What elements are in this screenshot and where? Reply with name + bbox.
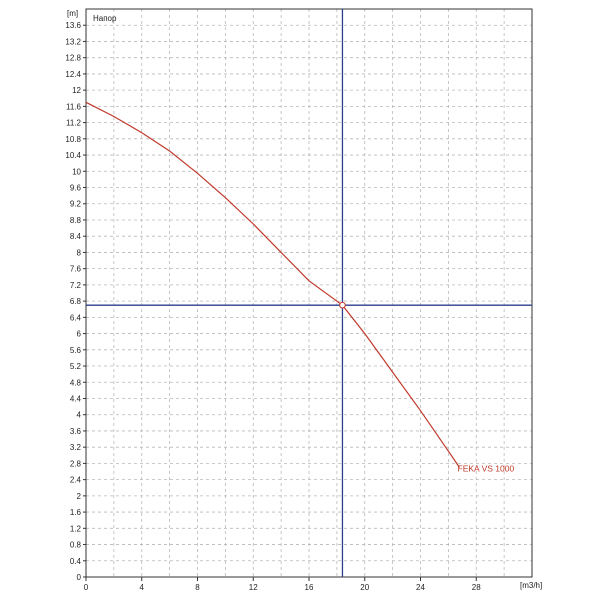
y-tick-label: 12.4 <box>65 70 81 79</box>
y-tick-label: 2.8 <box>70 459 82 468</box>
y-tick-label: 7.6 <box>70 265 82 274</box>
x-tick-label: 28 <box>472 583 481 592</box>
y-tick-label: 4.8 <box>70 378 82 387</box>
x-tick-label: 8 <box>195 583 200 592</box>
y-tick-label: 9.6 <box>70 184 82 193</box>
y-tick-label: 13.2 <box>65 37 81 46</box>
y-tick-label: 13.6 <box>65 21 81 30</box>
y-tick-label: 10.8 <box>65 135 81 144</box>
labels: Напор [m] [m3/h] <box>67 9 542 590</box>
grid <box>86 9 532 577</box>
y-tick-label: 3.6 <box>70 427 82 436</box>
x-tick-label: 12 <box>249 583 258 592</box>
y-tick-label: 0.4 <box>70 557 82 566</box>
y-tick-label: 1.6 <box>70 508 82 517</box>
y-tick-label: 6.4 <box>70 313 82 322</box>
y-tick-label: 12.8 <box>65 54 81 63</box>
y-tick-label: 2.4 <box>70 476 82 485</box>
y-tick-label: 8.8 <box>70 216 82 225</box>
x-tick-label: 16 <box>305 583 314 592</box>
series-line <box>85 101 460 468</box>
y-tick-label: 12 <box>72 86 81 95</box>
y-tick-label: 6 <box>77 330 82 339</box>
y-axis-unit: [m] <box>67 9 78 18</box>
chart-title: Напор <box>93 14 117 23</box>
x-tick-label: 20 <box>360 583 369 592</box>
y-tick-label: 9.2 <box>70 200 82 209</box>
y-tick-label: 5.2 <box>70 362 82 371</box>
x-axis-unit: [m3/h] <box>520 581 542 590</box>
y-tick-label: 11.6 <box>66 102 82 111</box>
x-tick-label: 0 <box>84 583 89 592</box>
y-tick-label: 2 <box>77 492 82 501</box>
y-tick-label: 8 <box>77 248 82 257</box>
crosshair <box>86 9 532 577</box>
y-tick-label: 8.4 <box>70 232 82 241</box>
y-tick-label: 0 <box>77 573 82 582</box>
series-label: FEKA VS 1000 <box>458 463 515 473</box>
y-tick-label: 1.2 <box>70 524 82 533</box>
x-tick-label: 4 <box>140 583 145 592</box>
y-tick-label: 3.2 <box>70 443 82 452</box>
y-tick-label: 10.4 <box>65 151 81 160</box>
y-tick-label: 6.8 <box>70 297 82 306</box>
y-tick-label: 11.2 <box>66 119 82 128</box>
y-tick-label: 5.6 <box>70 346 82 355</box>
y-tick-label: 7.2 <box>70 281 82 290</box>
series-layer: FEKA VS 1000 <box>85 101 515 473</box>
operating-point-marker <box>339 301 346 309</box>
y-tick-label: 0.8 <box>70 541 82 550</box>
y-tick-label: 4 <box>77 411 82 420</box>
axes: 0 0.4 0.8 1.2 1.6 2 2.4 2.8 3.2 3.6 4 4.4 4.8 5.2 5.6 6… <box>65 8 533 592</box>
x-tick-label: 24 <box>416 583 425 592</box>
y-tick-label: 10 <box>72 167 81 176</box>
y-tick-label: 4.4 <box>70 394 82 403</box>
